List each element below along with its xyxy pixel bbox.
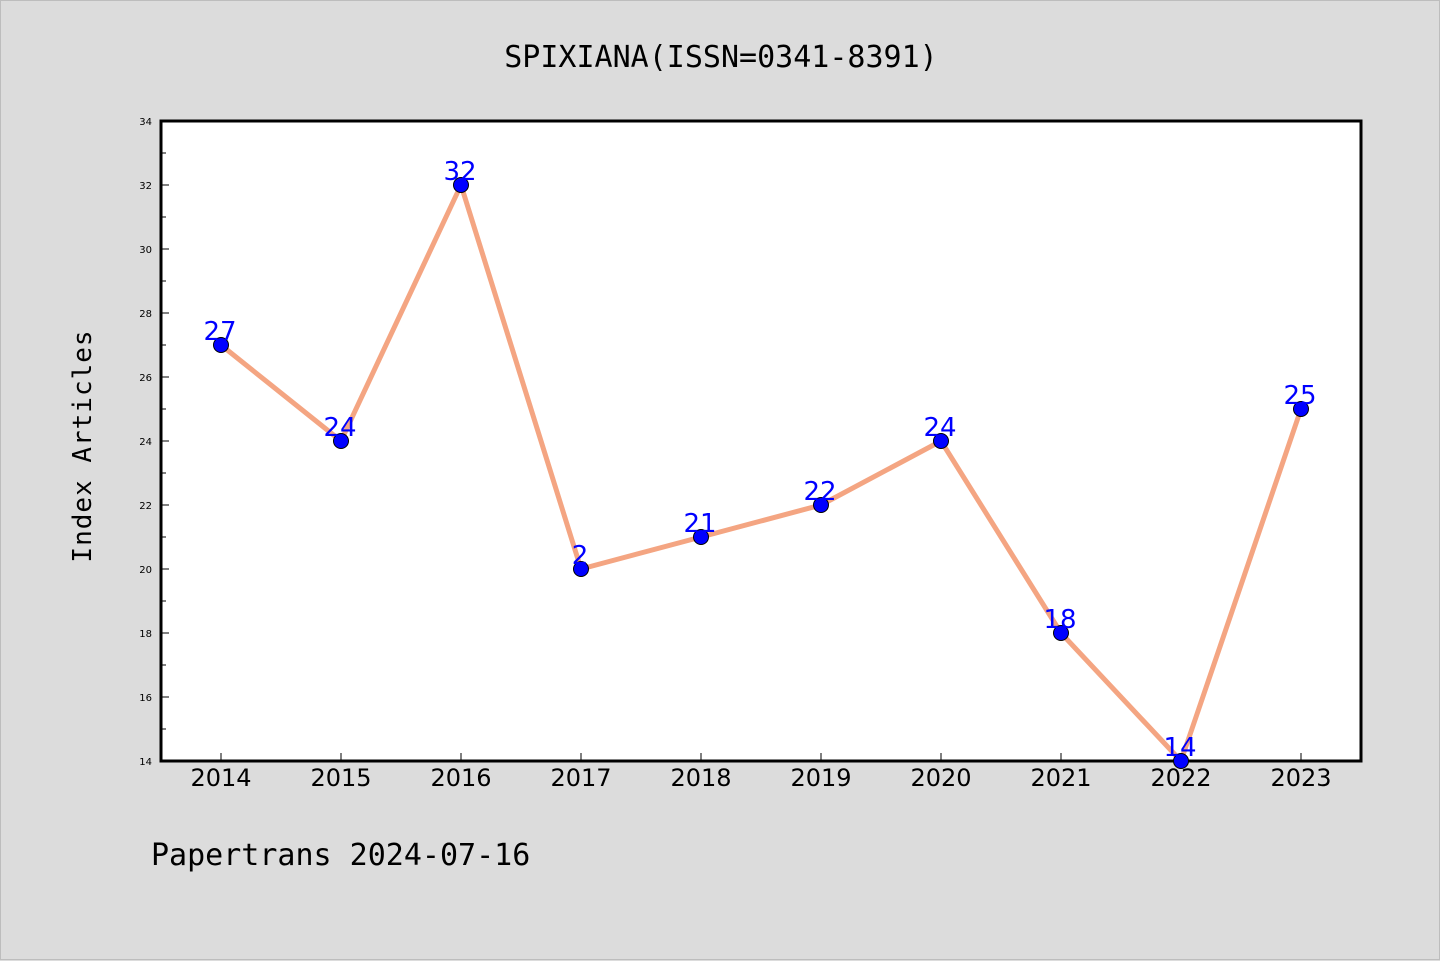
series-layer — [213, 177, 1309, 769]
y-tick-label: 18 — [139, 629, 152, 640]
data-point — [453, 177, 469, 193]
series-line — [218, 182, 1304, 764]
plot-area — [159, 119, 1363, 763]
x-tick-label: 2015 — [310, 764, 371, 792]
y-tick-label: 30 — [139, 245, 152, 256]
data-label: 22 — [803, 477, 836, 507]
data-point — [1293, 401, 1309, 417]
x-tick-label: 2021 — [1030, 764, 1091, 792]
chart-title: SPIXIANA(ISSN=0341-8391) — [504, 40, 937, 75]
footer-text: Papertrans 2024-07-16 — [151, 838, 530, 873]
y-tick-label: 20 — [139, 565, 152, 576]
data-label: 18 — [1043, 605, 1076, 635]
y-axis: 14 16 18 20 22 24 26 28 30 32 34 — [139, 117, 169, 768]
data-point — [813, 497, 829, 513]
data-labels: 27 24 32 2 21 22 24 18 14 25 — [203, 157, 1316, 763]
y-tick-label: 28 — [139, 309, 152, 320]
y-tick-label: 24 — [139, 437, 152, 448]
x-tick-label: 2020 — [910, 764, 971, 792]
data-point — [933, 433, 949, 449]
y-tick-label: 32 — [139, 181, 152, 192]
data-point — [213, 337, 229, 353]
y-tick-label: 16 — [139, 693, 152, 704]
data-label: 27 — [203, 317, 236, 347]
data-point — [1053, 625, 1069, 641]
x-tick-label: 2019 — [790, 764, 851, 792]
x-tick-label: 2017 — [550, 764, 611, 792]
data-point — [573, 561, 589, 577]
data-point — [693, 529, 709, 545]
data-label: 32 — [443, 157, 476, 187]
y-tick-label: 34 — [139, 117, 152, 128]
data-point — [1173, 753, 1189, 769]
x-tick-label: 2018 — [670, 764, 731, 792]
data-label: 14 — [1163, 733, 1196, 763]
y-axis-label: Index Articles — [68, 329, 98, 562]
data-label: 25 — [1283, 381, 1316, 411]
data-label: 21 — [683, 509, 716, 539]
y-tick-label: 26 — [139, 373, 152, 384]
x-tick-label: 2023 — [1270, 764, 1331, 792]
y-tick-label: 22 — [139, 501, 152, 512]
y-tick-label: 14 — [139, 757, 152, 768]
data-label: 24 — [923, 413, 956, 443]
x-tick-label: 2014 — [190, 764, 251, 792]
data-label: 2 — [572, 541, 589, 571]
x-axis: 2014 2015 2016 2017 2018 2019 2020 2021 2022 2023 — [190, 753, 1332, 792]
x-tick-label: 2016 — [430, 764, 491, 792]
data-label: 24 — [323, 413, 356, 443]
data-point — [333, 433, 349, 449]
